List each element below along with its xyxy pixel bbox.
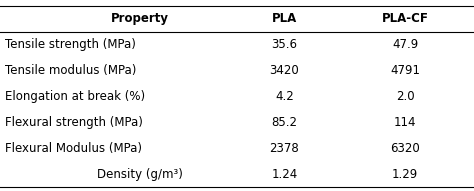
Text: 2378: 2378 — [270, 142, 299, 155]
Text: Tensile modulus (MPa): Tensile modulus (MPa) — [5, 64, 136, 77]
Text: 1.29: 1.29 — [392, 168, 419, 181]
Text: PLA: PLA — [272, 12, 297, 25]
Text: 47.9: 47.9 — [392, 38, 419, 51]
Text: 2.0: 2.0 — [396, 90, 415, 103]
Text: 4791: 4791 — [390, 64, 420, 77]
Text: Density (g/m³): Density (g/m³) — [97, 168, 183, 181]
Text: Tensile strength (MPa): Tensile strength (MPa) — [5, 38, 136, 51]
Text: 85.2: 85.2 — [272, 116, 297, 129]
Text: 6320: 6320 — [391, 142, 420, 155]
Text: PLA-CF: PLA-CF — [382, 12, 428, 25]
Text: Flexural strength (MPa): Flexural strength (MPa) — [5, 116, 143, 129]
Text: Elongation at break (%): Elongation at break (%) — [5, 90, 145, 103]
Text: 114: 114 — [394, 116, 417, 129]
Text: 4.2: 4.2 — [275, 90, 294, 103]
Text: Property: Property — [111, 12, 169, 25]
Text: 35.6: 35.6 — [272, 38, 297, 51]
Text: Flexural Modulus (MPa): Flexural Modulus (MPa) — [5, 142, 142, 155]
Text: 1.24: 1.24 — [271, 168, 298, 181]
Text: 3420: 3420 — [270, 64, 299, 77]
